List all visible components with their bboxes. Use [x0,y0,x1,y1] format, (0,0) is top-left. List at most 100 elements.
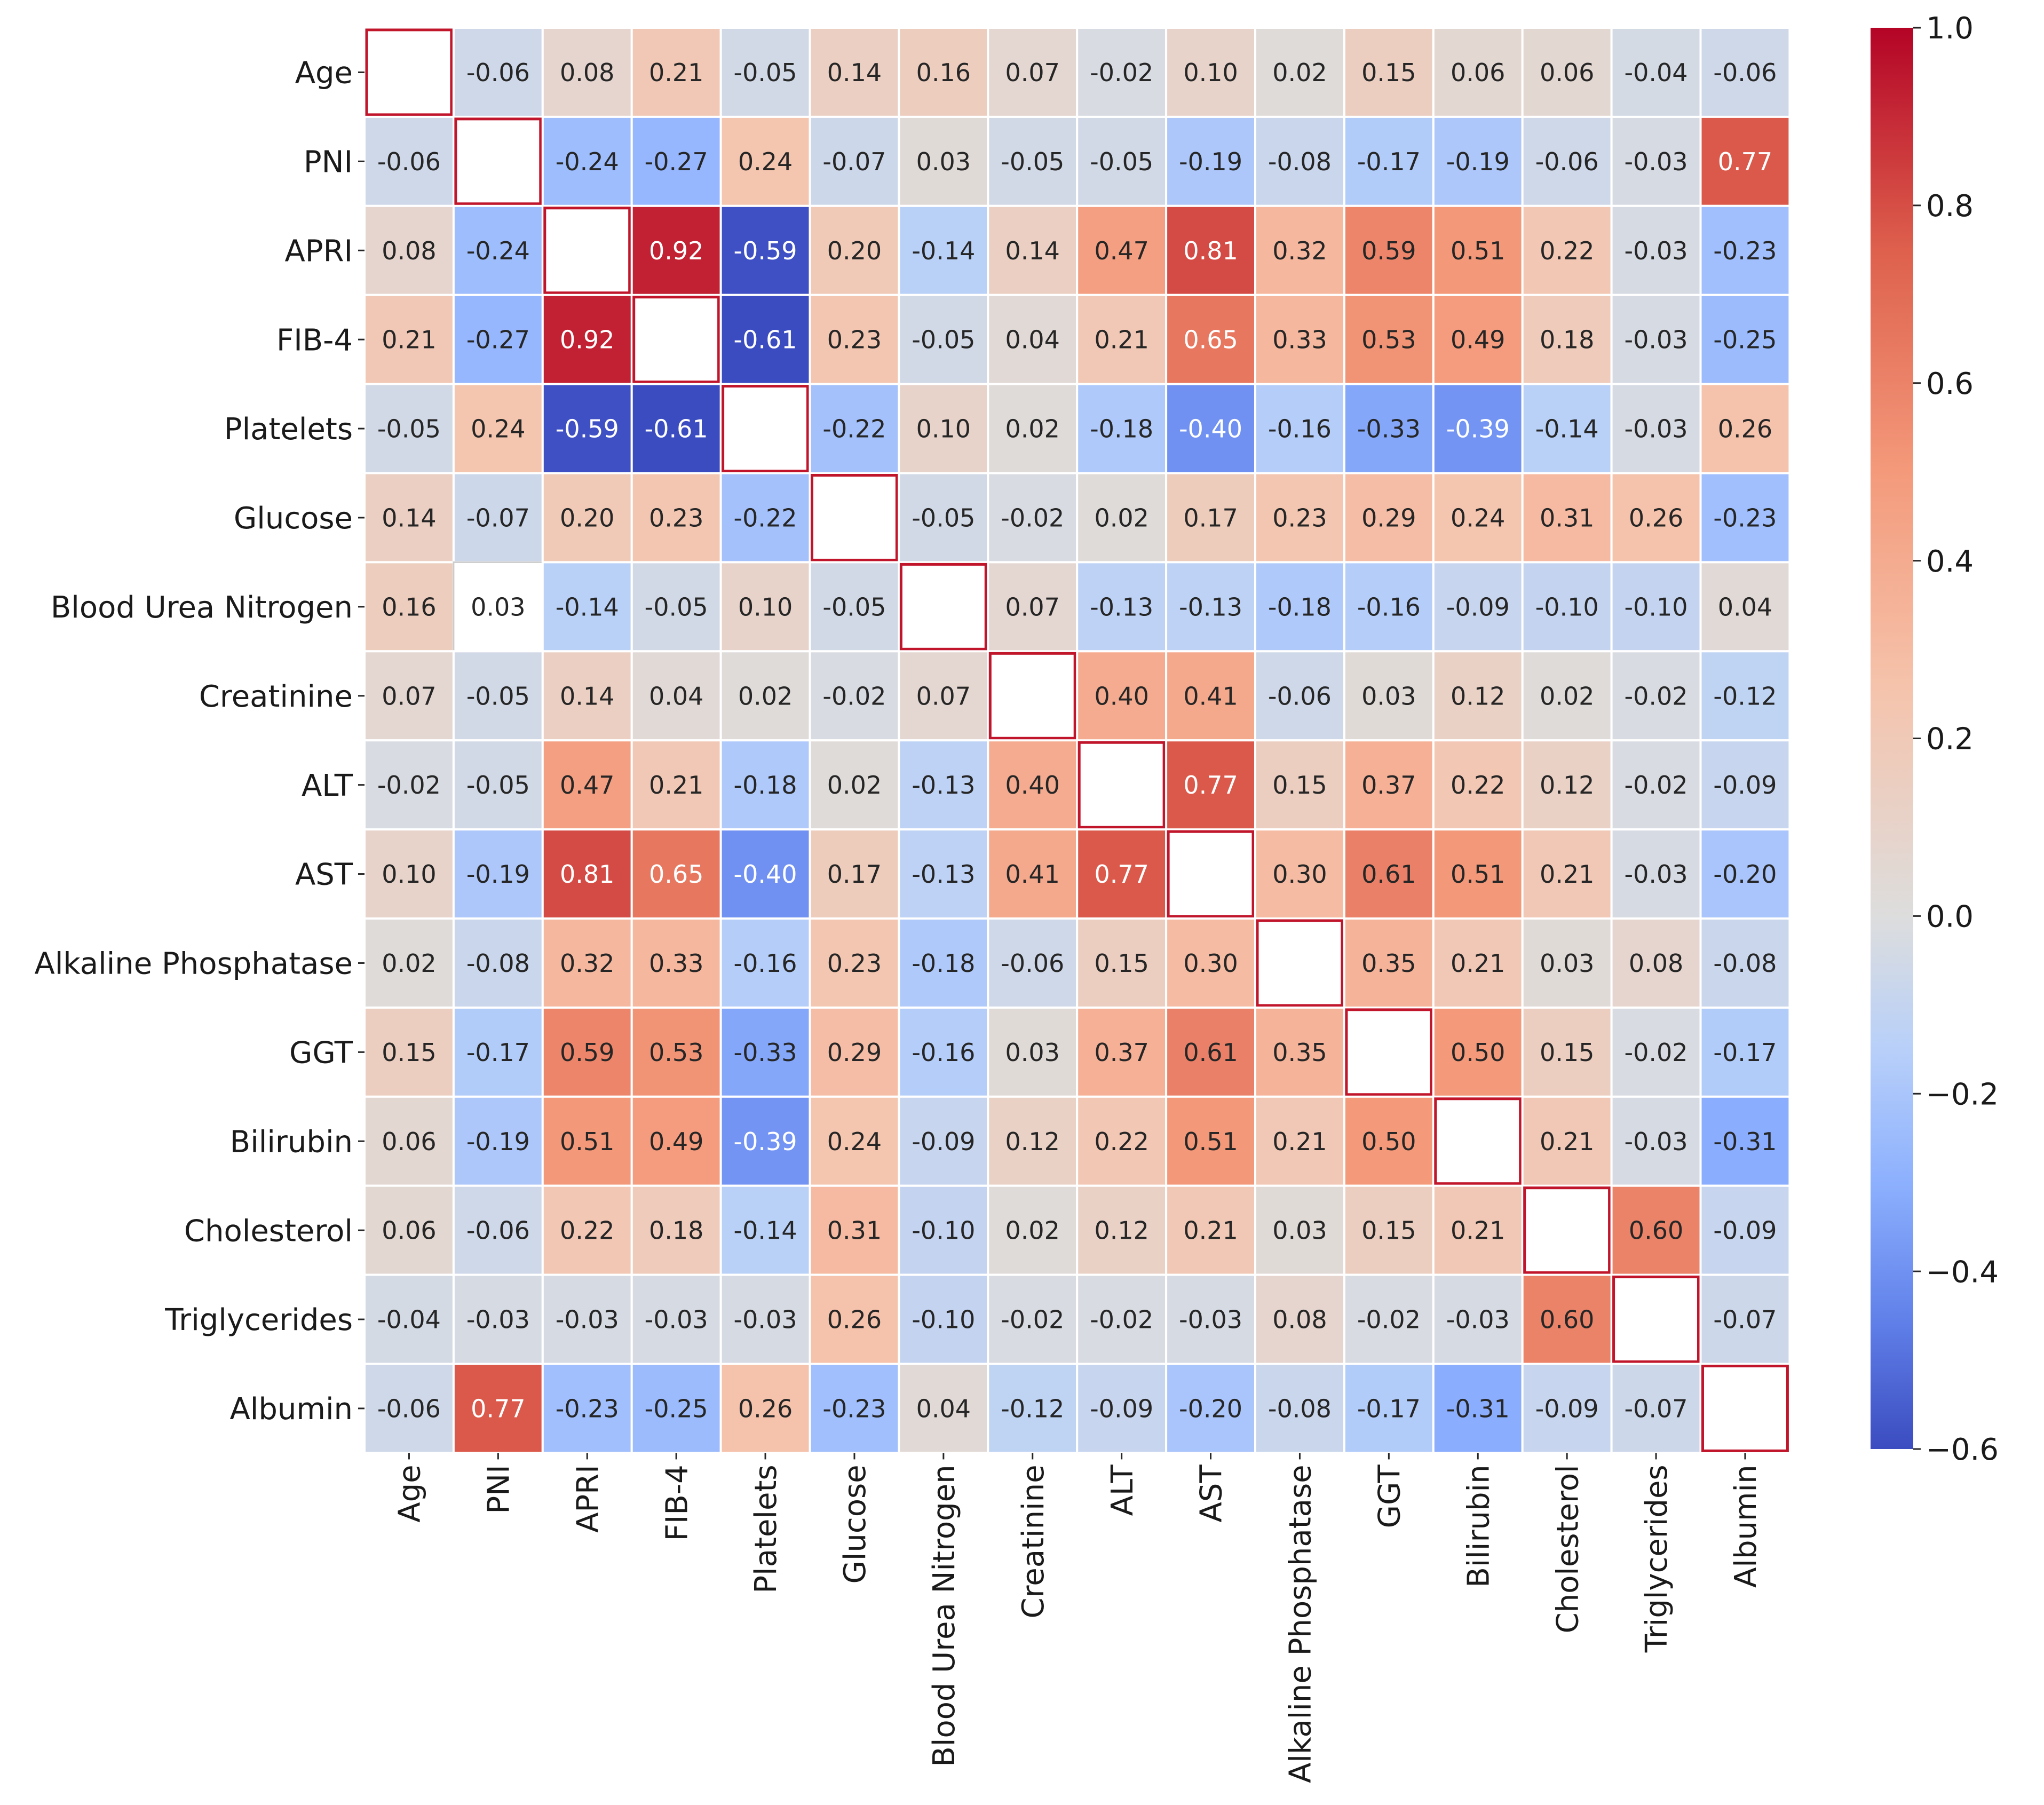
col-label-age: Age [393,1464,427,1522]
cell-alkaline-phosphatase-age [363,917,455,1009]
col-label-apri: APRI [571,1464,605,1533]
cell-value-label: 0.02 [1005,415,1060,444]
cell-platelets-triglycerides [1610,383,1702,474]
cell-ast-glucose [809,828,900,920]
cell-fib-4-glucose [809,294,900,385]
diagonal-cell-bilirubin [1434,1097,1522,1185]
cell-albumin-blood-urea-nitrogen [898,1363,989,1454]
cell-value-label: 0.49 [649,1127,703,1156]
cell-alt-cholesterol [1521,739,1613,831]
cell-blood-urea-nitrogen-alt [1076,561,1168,653]
cell-albumin-ast [1165,1363,1257,1454]
cell-alkaline-phosphatase-ggt [1343,917,1435,1009]
row-label-blood-urea-nitrogen: Blood Urea Nitrogen [51,590,353,625]
cell-fib-4-apri [541,294,633,385]
cell-value-label: 0.51 [560,1127,614,1156]
cell-fib-4-blood-urea-nitrogen [898,294,989,385]
cell-value-label: 0.77 [471,1395,525,1423]
cell-blood-urea-nitrogen-fib-4 [630,561,722,653]
cell-ggt-apri [541,1006,633,1098]
cell-value-label: 0.02 [1272,58,1327,87]
cell-pni-blood-urea-nitrogen [898,115,989,207]
cell-cholesterol-ast [1165,1184,1257,1276]
cell-pni-alkaline-phosphatase [1254,115,1345,207]
diagonal-cell-albumin [1701,1365,1789,1452]
cell-value-label: 0.08 [1272,1305,1327,1334]
cell-value-label: 0.22 [1540,236,1594,265]
cell-blood-urea-nitrogen-creatinine [987,561,1079,653]
cell-creatinine-blood-urea-nitrogen [898,650,989,742]
cell-value-label: -0.06 [466,58,530,87]
cell-bilirubin-platelets [719,1095,811,1187]
cell-value-label: 0.37 [1361,771,1416,799]
cell-creatinine-ggt [1343,650,1435,742]
cell-value-label: -0.05 [912,326,975,354]
cell-value-label: -0.33 [1357,415,1421,444]
cell-value-label: 0.26 [1718,415,1772,444]
cell-value-label: 0.47 [560,771,614,799]
cell-value-label: 0.02 [1094,504,1148,533]
cell-alt-alkaline-phosphatase [1254,739,1345,831]
cell-value-label: 0.21 [1183,1216,1238,1245]
cell-value-label: -0.12 [1001,1395,1064,1423]
cell-value-label: -0.25 [1713,326,1777,354]
cell-ast-age [363,828,455,920]
cell-value-label: 0.77 [1718,147,1772,176]
diagonal-cell-pni [454,117,542,205]
cell-value-label: -0.13 [1090,592,1153,621]
cell-value-label: -0.19 [1446,147,1510,176]
cell-alkaline-phosphatase-albumin [1699,917,1791,1009]
heatmap-cells [363,27,1791,1454]
cell-value-label: 0.14 [382,504,436,533]
cell-value-label: 0.50 [1451,1038,1505,1067]
cell-value-label: -0.16 [1357,592,1421,621]
cell-value-label: 0.07 [1005,58,1060,87]
cell-cholesterol-albumin [1699,1184,1791,1276]
cell-value-label: 0.53 [649,1038,703,1067]
cell-blood-urea-nitrogen-albumin [1699,561,1791,653]
cell-value-label: 0.23 [649,504,703,533]
cell-alkaline-phosphatase-glucose [809,917,900,1009]
cell-bilirubin-fib-4 [630,1095,722,1187]
cell-value-label: 0.30 [1272,860,1327,889]
diagonal-cell-creatinine [988,652,1076,740]
cell-age-ast [1165,27,1257,118]
cell-apri-triglycerides [1610,204,1702,296]
cell-ast-albumin [1699,828,1791,920]
cell-creatinine-fib-4 [630,650,722,742]
cell-value-label: 0.22 [1451,771,1505,799]
col-label-ast: AST [1194,1464,1229,1523]
cell-ast-creatinine [987,828,1079,920]
cell-value-label: 0.06 [382,1127,436,1156]
cell-ast-fib-4 [630,828,722,920]
cell-bilirubin-pni [452,1095,544,1187]
cell-apri-ast [1165,204,1257,296]
cell-value-label: -0.23 [1713,504,1777,533]
cell-pni-fib-4 [630,115,722,207]
cell-platelets-alkaline-phosphatase [1254,383,1345,474]
cell-value-label: -0.08 [1713,949,1777,978]
diagonal-cell-alkaline-phosphatase [1256,919,1344,1007]
cell-bilirubin-apri [541,1095,633,1187]
cell-albumin-alt [1076,1363,1168,1454]
cell-alt-creatinine [987,739,1079,831]
cell-albumin-platelets [719,1363,811,1454]
cell-cholesterol-alkaline-phosphatase [1254,1184,1345,1276]
cell-value-label: -0.07 [466,504,530,533]
cell-alt-age [363,739,455,831]
cell-value-label: 0.15 [1540,1038,1594,1067]
cell-alt-ast [1165,739,1257,831]
cell-triglycerides-creatinine [987,1273,1079,1365]
col-label-glucose: Glucose [838,1464,873,1584]
col-label-bilirubin: Bilirubin [1461,1464,1496,1587]
cell-value-label: 0.77 [1094,860,1148,889]
colorbar-tick-label: −0.2 [1926,1077,1999,1112]
cell-value-label: -0.17 [1357,1395,1421,1423]
cell-value-label: -0.02 [1625,682,1688,710]
row-label-ast: AST [295,858,353,892]
cell-value-label: 0.40 [1005,771,1060,799]
cell-value-label: 0.21 [649,771,703,799]
cell-value-label: 0.07 [1005,592,1060,621]
cell-value-label: 0.47 [1094,236,1148,265]
cell-value-label: 0.92 [649,236,703,265]
